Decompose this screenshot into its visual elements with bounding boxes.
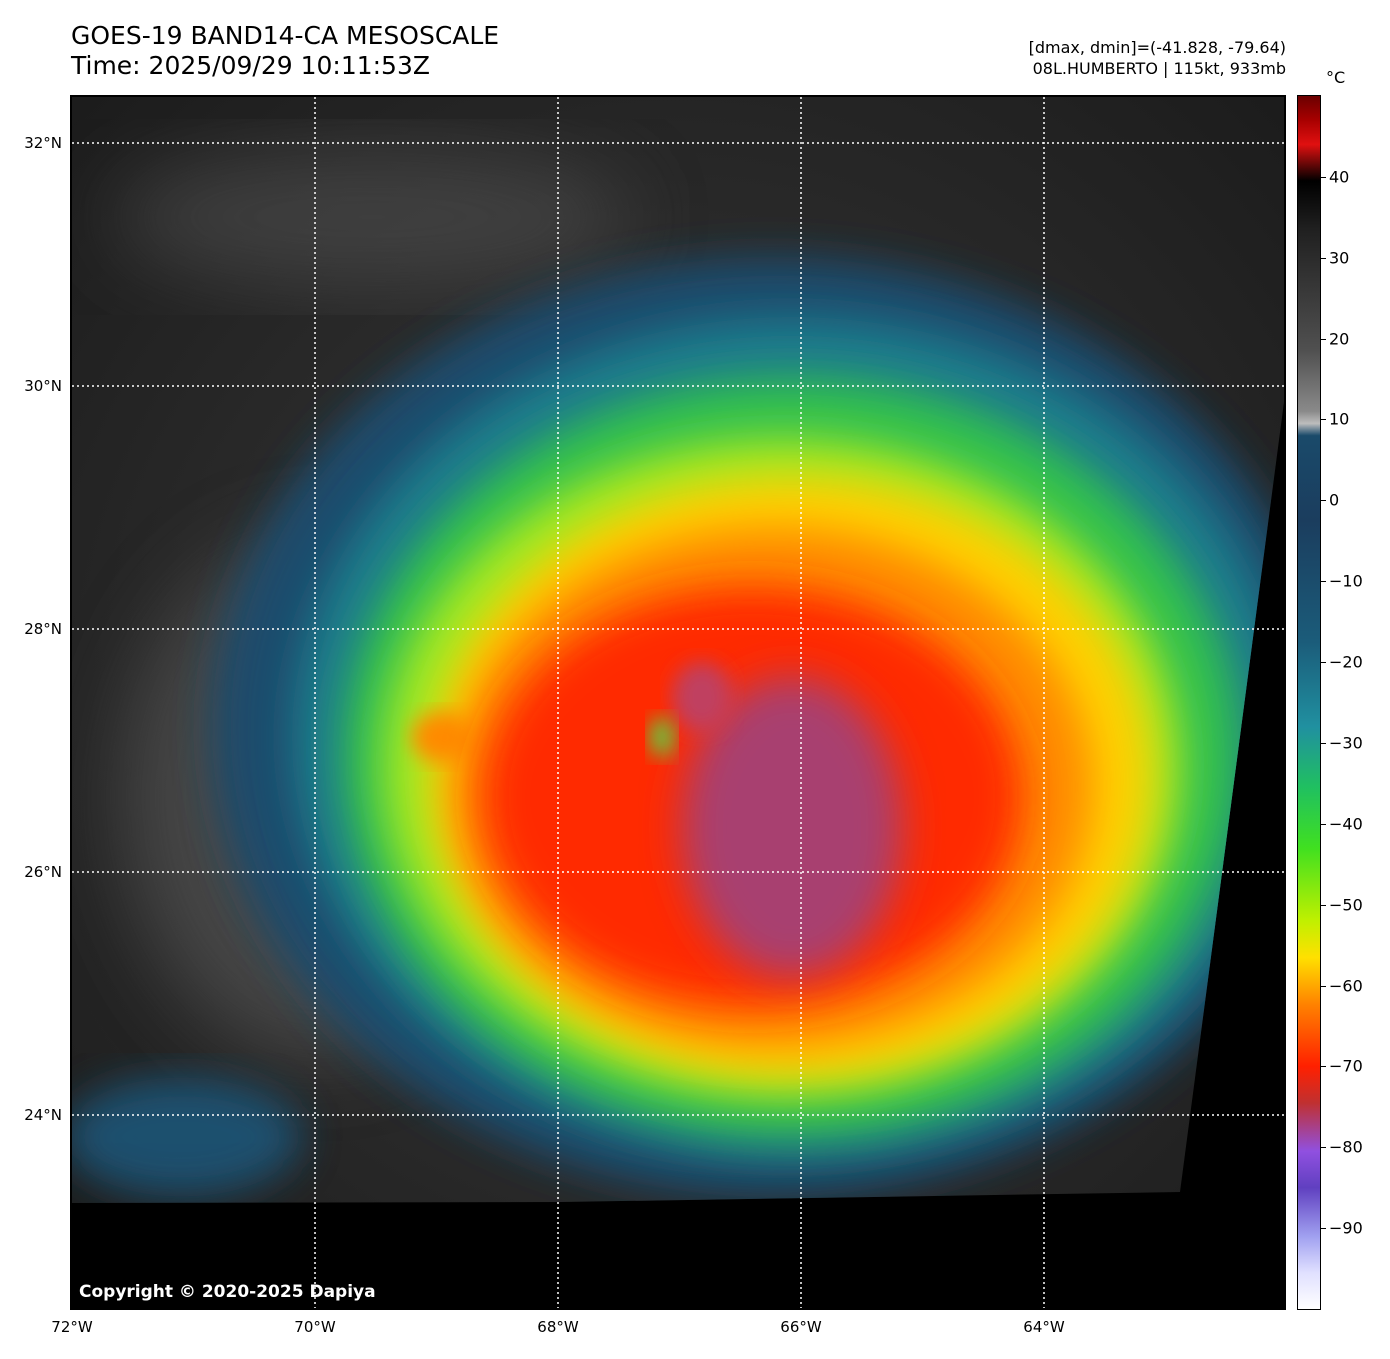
satellite-image — [72, 97, 1284, 1308]
colorbar-tick-mark — [1321, 1066, 1326, 1068]
map-gridlines — [72, 97, 1284, 1308]
colorbar-tick-mark — [1321, 176, 1326, 178]
longitude-label: 66°W — [780, 1318, 822, 1336]
colorbar-tick-label: 40 — [1329, 167, 1350, 187]
latitude-label: 24°N — [24, 1106, 62, 1124]
colorbar-tick-mark — [1321, 662, 1326, 664]
colorbar-tick-label: −50 — [1329, 895, 1363, 915]
colorbar-tick-mark — [1321, 742, 1326, 744]
satellite-map: Copyright © 2020-2025 Dapiya — [70, 95, 1286, 1310]
colorbar-tick-label: −30 — [1329, 733, 1363, 753]
colorbar-tick-label: 30 — [1329, 248, 1350, 268]
colorbar-tick-label: −80 — [1329, 1137, 1363, 1157]
colorbar-tick-mark — [1321, 1228, 1326, 1230]
colorbar-tick-label: −90 — [1329, 1218, 1363, 1238]
colorbar-tick-mark — [1321, 985, 1326, 987]
imagery — [72, 97, 1284, 1203]
longitude-label: 68°W — [537, 1318, 579, 1336]
timestamp: Time: 2025/09/29 10:11:53Z — [71, 51, 430, 80]
longitude-label: 72°W — [51, 1318, 93, 1336]
colorbar-tick-mark — [1321, 581, 1326, 583]
colorbar-tick-label: −10 — [1329, 571, 1363, 591]
colorbar-tick-mark — [1321, 419, 1326, 421]
latitude-label: 30°N — [24, 377, 62, 395]
colorbar-tick-mark — [1321, 823, 1326, 825]
colorbar-tick-label: 0 — [1329, 490, 1340, 510]
colorbar-tick-label: 20 — [1329, 329, 1350, 349]
colorbar-tick-label: −60 — [1329, 976, 1363, 996]
colorbar-tick-mark — [1321, 500, 1326, 502]
latitude-label: 32°N — [24, 134, 62, 152]
colorbar-tick-mark — [1321, 1147, 1326, 1149]
chart-title: GOES-19 BAND14-CA MESOSCALE — [71, 21, 500, 50]
colorbar-tick-mark — [1321, 257, 1326, 259]
colorbar-tick-mark — [1321, 338, 1326, 340]
latitude-label: 28°N — [24, 620, 62, 638]
colorbar-tick-label: 10 — [1329, 409, 1350, 429]
colorbar — [1297, 95, 1321, 1310]
colorbar-tick-mark — [1321, 904, 1326, 906]
colorbar-tick-label: −70 — [1329, 1056, 1363, 1076]
dmax-dmin-readout: [dmax, dmin]=(-41.828, -79.64) — [1028, 38, 1286, 57]
storm-info: 08L.HUMBERTO | 115kt, 933mb — [1032, 59, 1286, 78]
copyright-notice: Copyright © 2020-2025 Dapiya — [79, 1282, 376, 1302]
longitude-label: 70°W — [294, 1318, 336, 1336]
colorbar-tick-label: −20 — [1329, 652, 1363, 672]
colorbar-unit: °C — [1326, 68, 1346, 87]
latitude-label: 26°N — [24, 863, 62, 881]
colorbar-tick-label: −40 — [1329, 814, 1363, 834]
longitude-label: 64°W — [1023, 1318, 1065, 1336]
